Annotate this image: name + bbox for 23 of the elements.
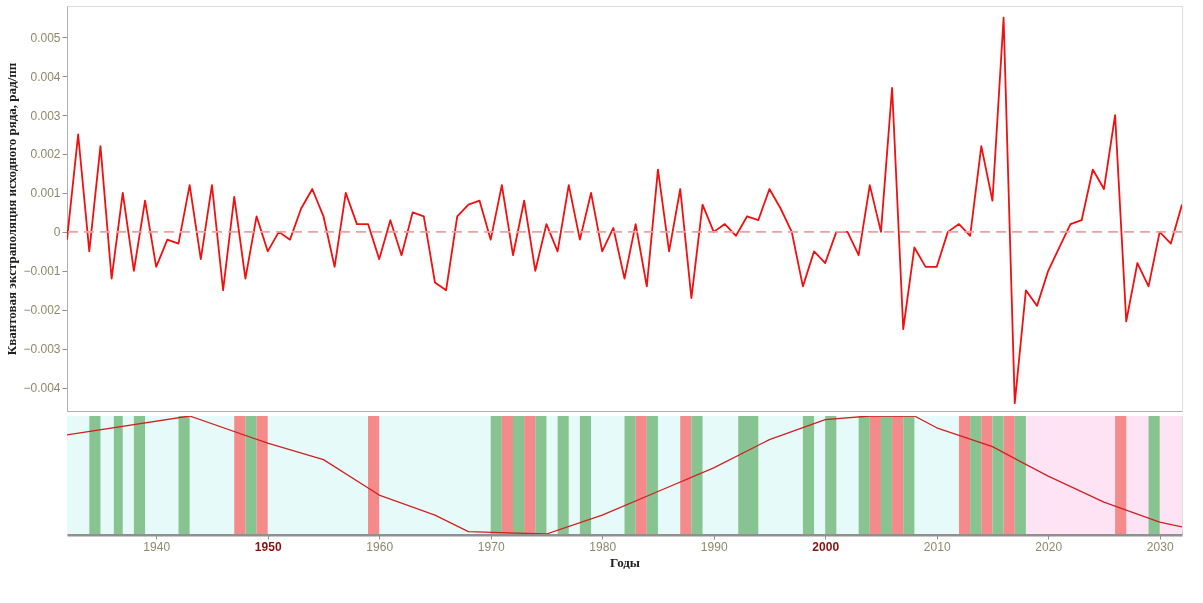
x-tick-label: 1990 [700, 539, 728, 554]
y-tick-label: 0.004 [30, 69, 61, 84]
y-tick-label: −0.002 [23, 303, 61, 318]
x-tick-label: 2010 [923, 539, 951, 554]
y-tick-label: 0.005 [30, 30, 61, 45]
x-tick-label: 1980 [589, 539, 617, 554]
y-tick-label: 0.002 [30, 147, 61, 162]
y-tick-label: 0 [53, 225, 61, 240]
x-axis-title: Годы [610, 554, 640, 570]
x-tick-label: 2030 [1146, 539, 1174, 554]
x-tick-label: 1960 [366, 539, 394, 554]
y-tick-label: −0.001 [23, 264, 61, 279]
y-tick-label: −0.004 [23, 381, 61, 396]
y-tick-label: −0.003 [23, 342, 61, 357]
y-axis-title: Квантовая экстраполяция исходного ряда, рад/пп [4, 62, 20, 356]
x-tick-label: 1970 [477, 539, 505, 554]
line-series [67, 16, 1182, 405]
y-tick-label: 0.003 [30, 108, 61, 123]
x-tick-label: 1950 [254, 539, 282, 554]
y-tick-label: 0.001 [30, 186, 61, 201]
x-tick-label: 1940 [143, 539, 171, 554]
x-tick-label: 2000 [812, 539, 840, 554]
x-tick-label: 2020 [1035, 539, 1063, 554]
